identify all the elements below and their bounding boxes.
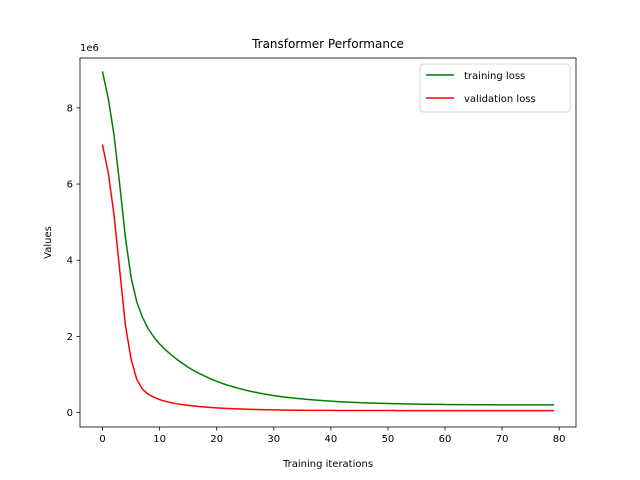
plot-area (79, 57, 577, 428)
y-tick-label: 8 (67, 103, 73, 114)
x-tick-label: 50 (382, 434, 395, 445)
x-tick-label: 70 (496, 434, 509, 445)
y-tick-label: 2 (67, 332, 73, 343)
legend: training loss validation loss (419, 63, 571, 113)
x-axis-label: Training iterations (282, 459, 373, 470)
x-tick-label: 40 (324, 434, 337, 445)
y-axis-ticks: 0 2 4 6 8 (67, 103, 80, 419)
y-axis-label: Values (43, 226, 54, 259)
legend-entry: validation loss (464, 94, 536, 105)
y-tick-label: 6 (67, 180, 73, 191)
y-axis-offset-label: 1e6 (80, 43, 99, 54)
x-tick-label: 0 (99, 434, 105, 445)
series-line-1 (101, 144, 555, 412)
y-tick-label: 0 (67, 408, 73, 419)
series-layer (101, 71, 555, 412)
y-tick-label: 4 (67, 256, 73, 267)
x-tick-label: 80 (553, 434, 566, 445)
series-line-0 (101, 71, 555, 406)
legend-entry: training loss (464, 71, 525, 82)
x-tick-label: 30 (267, 434, 280, 445)
legend-frame (419, 63, 571, 113)
x-tick-label: 10 (153, 434, 166, 445)
x-axis-ticks: 0 10 20 30 40 50 60 70 80 (99, 427, 566, 445)
x-tick-label: 20 (210, 434, 223, 445)
x-tick-label: 60 (439, 434, 452, 445)
axes-frame (79, 57, 577, 428)
chart-title: Transformer Performance (251, 37, 404, 51)
